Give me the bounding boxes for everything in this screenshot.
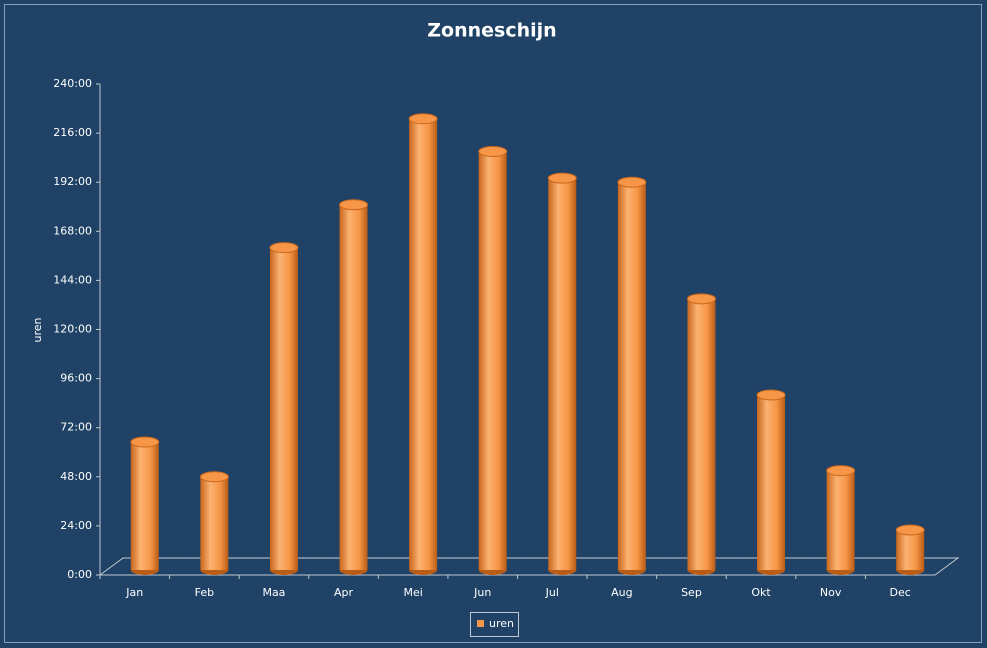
bar-top (408, 113, 438, 125)
x-tick-label: Okt (751, 586, 771, 599)
y-tick-label: 240:00 (53, 77, 92, 90)
bar-top (339, 199, 369, 211)
bar (826, 470, 855, 570)
x-tick-label: Dec (890, 586, 911, 599)
bar (409, 118, 438, 570)
x-tick-label: Mei (403, 586, 422, 599)
chart-border (4, 4, 982, 643)
y-axis-label: uren (31, 317, 44, 342)
x-tick-label: Jan (125, 586, 143, 599)
bar (896, 529, 925, 570)
y-tick-label: 96:00 (60, 372, 92, 385)
y-tick-label: 168:00 (53, 224, 92, 237)
y-tick-label: 192:00 (53, 175, 92, 188)
bar-top (756, 389, 786, 401)
bar-top (547, 172, 577, 184)
chart-title: Zonneschijn (427, 20, 556, 42)
bar (130, 442, 159, 570)
bar (757, 394, 786, 570)
bar-top (199, 471, 229, 483)
y-tick-label: 0:00 (67, 568, 92, 581)
bar (617, 182, 646, 570)
bar (339, 204, 368, 570)
y-tick-label: 24:00 (60, 519, 92, 532)
bar (687, 298, 716, 570)
bar-top (686, 293, 716, 305)
bar-top (826, 465, 856, 477)
legend-box (470, 612, 519, 637)
bar-top (269, 242, 299, 254)
bar (200, 476, 229, 570)
bar (478, 151, 507, 570)
y-tick-label: 216:00 (53, 126, 92, 139)
x-tick-label: Apr (334, 586, 354, 599)
x-tick-label: Nov (820, 586, 842, 599)
x-tick-label: Sep (681, 586, 702, 599)
bar (269, 247, 298, 570)
bar-top (130, 436, 160, 448)
y-tick-label: 120:00 (53, 323, 92, 336)
y-tick-label: 48:00 (60, 470, 92, 483)
legend-label: uren (489, 617, 514, 630)
bar-top (478, 146, 508, 158)
bar-top (895, 524, 925, 536)
x-tick-label: Feb (195, 586, 214, 599)
x-tick-label: Jul (545, 586, 559, 599)
x-tick-label: Maa (262, 586, 285, 599)
x-tick-label: Jun (473, 586, 491, 599)
bar-top (617, 176, 647, 188)
y-tick-label: 144:00 (53, 273, 92, 286)
x-tick-label: Aug (611, 586, 632, 599)
y-tick-label: 72:00 (60, 421, 92, 434)
legend-swatch (477, 620, 484, 627)
bar (548, 178, 577, 570)
